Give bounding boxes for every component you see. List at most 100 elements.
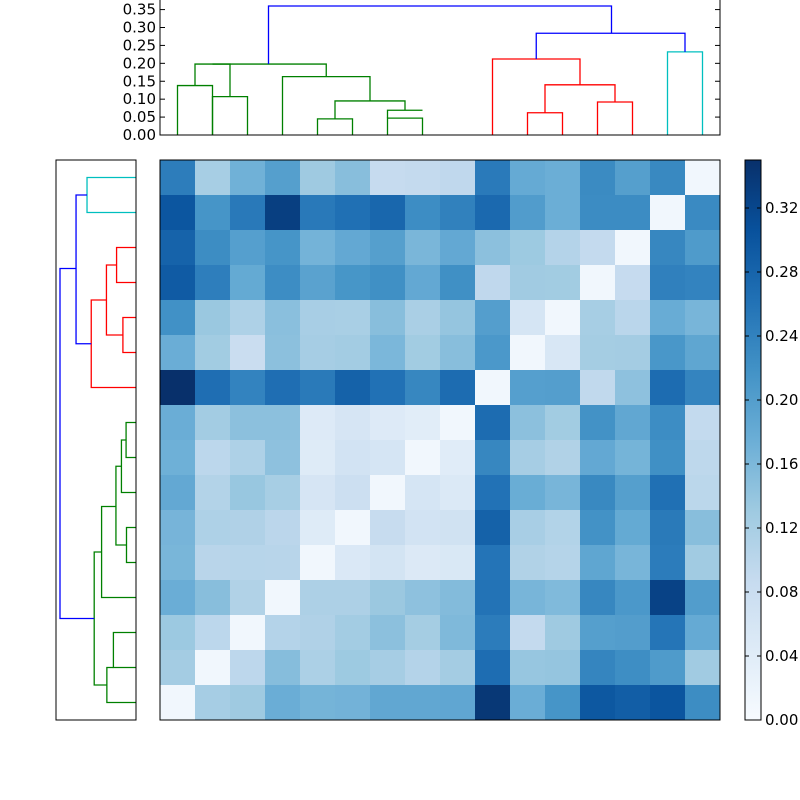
heatmap-cell [160,265,196,301]
heatmap-cell [650,580,686,616]
heatmap-cell [440,195,476,231]
heatmap-cell [545,685,581,721]
colorbar-tick-label: 0.12 [765,519,798,537]
heatmap-cell [195,370,231,406]
heatmap-cell [265,405,301,441]
heatmap-cell [230,335,266,371]
heatmap-cell [160,510,196,546]
heatmap-cell [405,405,441,441]
heatmap-cell [230,615,266,651]
heatmap-cell [370,510,406,546]
heatmap-cell [685,440,721,476]
top-dendrogram-tick-label: 0.00 [123,126,156,144]
colorbar-gradient [745,160,761,720]
heatmap-cell [300,510,336,546]
heatmap-cell [195,685,231,721]
left-dendrogram [55,159,137,721]
left-dendrogram-frame [55,159,137,721]
heatmap-cell [475,650,511,686]
heatmap-cell [685,335,721,371]
heatmap-frame [159,159,721,721]
heatmap-cell [475,335,511,371]
heatmap-cell [545,615,581,651]
top-dendrogram-tick-label: 0.10 [123,90,156,108]
heatmap-cell [335,300,371,336]
heatmap-cell [300,230,336,266]
heatmap-cell [335,405,371,441]
heatmap [159,159,721,721]
top-dendrogram-link [535,32,686,60]
colorbar-tick-label: 0.04 [765,647,798,665]
heatmap-cell [685,230,721,266]
heatmap-cell [265,475,301,511]
heatmap-cell [195,545,231,581]
heatmap-cell [405,230,441,266]
heatmap-cell [475,160,511,196]
heatmap-cell [685,685,721,721]
heatmap-cell [405,685,441,721]
heatmap-cell [335,230,371,266]
heatmap-cell [545,265,581,301]
heatmap-cell [335,335,371,371]
heatmap-cell [230,440,266,476]
left-dendrogram-links [59,176,136,704]
heatmap-cell [265,440,301,476]
heatmap-cell [650,335,686,371]
heatmap-cell [440,545,476,581]
heatmap-cell [370,615,406,651]
heatmap-cell [195,440,231,476]
heatmap-cell [370,335,406,371]
colorbar-ticks: 0.00 0.04 0.08 0.12 0.16 0.20 0.24 0.28 0.32 [745,199,798,729]
heatmap-cell [335,580,371,616]
heatmap-cell [475,370,511,406]
heatmap-cell [545,300,581,336]
heatmap-cell [685,580,721,616]
heatmap-cell [230,300,266,336]
heatmap-cell [335,545,371,581]
top-dendrogram-tick-label: 0.35 [123,1,156,19]
heatmap-cell [265,685,301,721]
heatmap-cell [615,685,651,721]
heatmap-cell [510,230,546,266]
heatmap-cell [580,300,616,336]
heatmap-cell [265,580,301,616]
heatmap-cell [160,335,196,371]
heatmap-cell [650,685,686,721]
heatmap-cell [650,650,686,686]
heatmap-cell [405,160,441,196]
heatmap-cell [510,510,546,546]
top-dendrogram-y-axis: 0.000.050.100.150.200.250.300.35 [123,1,720,144]
heatmap-cell [160,300,196,336]
heatmap-cell [685,650,721,686]
heatmap-cell [160,545,196,581]
heatmap-cell [195,265,231,301]
heatmap-cell [265,195,301,231]
heatmap-cell [580,160,616,196]
heatmap-cell [265,545,301,581]
left-dendrogram-link [59,267,95,620]
heatmap-cell [195,510,231,546]
heatmap-cell [685,615,721,651]
heatmap-cell [370,440,406,476]
heatmap-cell [195,405,231,441]
heatmap-cell [650,300,686,336]
heatmap-cell [300,650,336,686]
heatmap-cell [580,195,616,231]
heatmap-cell [405,440,441,476]
heatmap-cell [370,580,406,616]
heatmap-cell [300,580,336,616]
heatmap-cell [265,510,301,546]
heatmap-cell [580,580,616,616]
heatmap-cell [230,650,266,686]
heatmap-cell [195,195,231,231]
heatmap-cell [440,615,476,651]
heatmap-cell [335,685,371,721]
heatmap-cell [650,230,686,266]
heatmap-cells [160,160,721,721]
heatmap-cell [615,300,651,336]
heatmap-cell [580,265,616,301]
heatmap-cell [370,545,406,581]
heatmap-cell [440,265,476,301]
heatmap-cell [545,370,581,406]
